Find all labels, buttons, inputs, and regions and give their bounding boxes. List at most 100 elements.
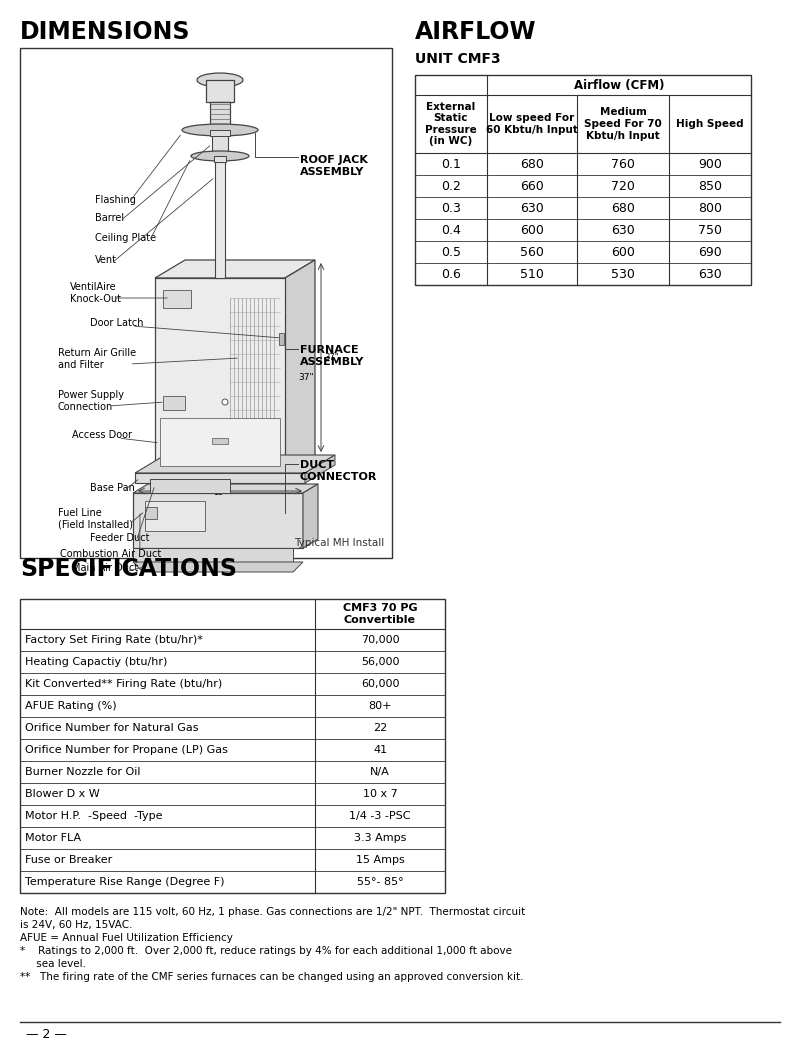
Text: **   The firing rate of the CMF series furnaces can be changed using an approved: ** The firing rate of the CMF series fur… xyxy=(20,972,523,982)
Text: 680: 680 xyxy=(611,201,635,215)
Text: Fuel Line
(Field Installed): Fuel Line (Field Installed) xyxy=(58,508,133,529)
Text: Medium
Speed For 70
Kbtu/h Input: Medium Speed For 70 Kbtu/h Input xyxy=(584,107,662,141)
Text: 22: 22 xyxy=(373,723,387,733)
Text: 630: 630 xyxy=(611,223,635,237)
Bar xyxy=(155,278,285,473)
Text: DUCT
CONNECTOR: DUCT CONNECTOR xyxy=(300,460,378,481)
Text: 850: 850 xyxy=(698,179,722,193)
Text: 37": 37" xyxy=(298,373,314,382)
Text: AFUE = Annual Fuel Utilization Efficiency: AFUE = Annual Fuel Utilization Efficienc… xyxy=(20,933,233,943)
Polygon shape xyxy=(133,562,303,572)
Bar xyxy=(160,418,280,466)
Polygon shape xyxy=(155,260,315,278)
Text: CMF3 70 PG
Convertible: CMF3 70 PG Convertible xyxy=(342,603,418,625)
Text: Main Air Duct: Main Air Duct xyxy=(72,563,138,573)
Text: Note:  All models are 115 volt, 60 Hz, 1 phase. Gas connections are 1/2" NPT.  T: Note: All models are 115 volt, 60 Hz, 1 … xyxy=(20,907,526,917)
Text: 3.3 Amps: 3.3 Amps xyxy=(354,833,406,843)
Bar xyxy=(212,438,228,444)
Text: *    Ratings to 2,000 ft.  Over 2,000 ft, reduce ratings by 4% for each addition: * Ratings to 2,000 ft. Over 2,000 ft, re… xyxy=(20,946,512,956)
Bar xyxy=(135,473,305,483)
Text: 600: 600 xyxy=(611,246,635,258)
Text: Vent: Vent xyxy=(95,255,117,265)
Text: 0.6: 0.6 xyxy=(441,268,461,280)
Text: 660: 660 xyxy=(520,179,544,193)
Text: ROOF JACK
ASSEMBLY: ROOF JACK ASSEMBLY xyxy=(300,155,368,176)
Text: Feeder Duct: Feeder Duct xyxy=(90,534,150,543)
Bar xyxy=(212,135,228,153)
Text: 37": 37" xyxy=(324,352,338,362)
Text: 630: 630 xyxy=(698,268,722,280)
Ellipse shape xyxy=(222,399,228,405)
Text: N/A: N/A xyxy=(370,767,390,777)
Text: Combustion Air Duct: Combustion Air Duct xyxy=(60,549,162,559)
Text: Typical MH Install: Typical MH Install xyxy=(294,538,384,548)
Bar xyxy=(214,156,226,162)
Text: Fuse or Breaker: Fuse or Breaker xyxy=(25,855,112,865)
Bar xyxy=(210,102,230,130)
Text: 19": 19" xyxy=(213,488,227,497)
Text: 41: 41 xyxy=(373,745,387,755)
Text: UNIT CMF3: UNIT CMF3 xyxy=(415,52,501,66)
Text: 0.4: 0.4 xyxy=(441,223,461,237)
Polygon shape xyxy=(303,483,318,548)
Text: 630: 630 xyxy=(520,201,544,215)
Bar xyxy=(206,80,234,102)
Text: Low speed For
60 Kbtu/h Input: Low speed For 60 Kbtu/h Input xyxy=(486,114,578,134)
Text: 750: 750 xyxy=(698,223,722,237)
Ellipse shape xyxy=(182,124,258,137)
Text: 560: 560 xyxy=(520,246,544,258)
Bar xyxy=(215,162,225,278)
Text: 80+: 80+ xyxy=(368,701,392,711)
Text: SPECIFICATIONS: SPECIFICATIONS xyxy=(20,557,237,581)
Text: Motor FLA: Motor FLA xyxy=(25,833,81,843)
Bar xyxy=(210,130,230,137)
Text: Flashing: Flashing xyxy=(95,195,136,205)
Bar xyxy=(415,75,751,286)
Polygon shape xyxy=(135,455,335,473)
Text: FURNACE
ASSEMBLY: FURNACE ASSEMBLY xyxy=(300,345,364,367)
Text: Access Door: Access Door xyxy=(72,430,132,440)
Text: 0.2: 0.2 xyxy=(441,179,461,193)
Text: 0.5: 0.5 xyxy=(441,246,461,258)
Text: Airflow (CFM): Airflow (CFM) xyxy=(574,78,664,92)
Text: 1/4 -3 -PSC: 1/4 -3 -PSC xyxy=(350,811,410,821)
Text: Base Pan: Base Pan xyxy=(90,483,135,493)
Text: 800: 800 xyxy=(698,201,722,215)
Text: — 2 —: — 2 — xyxy=(26,1028,67,1041)
Text: 720: 720 xyxy=(611,179,635,193)
Bar xyxy=(163,396,185,410)
Text: 680: 680 xyxy=(520,157,544,171)
Text: sea level.: sea level. xyxy=(20,959,86,969)
Text: 70,000: 70,000 xyxy=(361,635,399,645)
Polygon shape xyxy=(285,260,315,473)
Text: Heating Capactiy (btu/hr): Heating Capactiy (btu/hr) xyxy=(25,658,167,667)
Text: Orifice Number for Propane (LP) Gas: Orifice Number for Propane (LP) Gas xyxy=(25,745,228,755)
Bar xyxy=(150,479,230,493)
Text: Barrel: Barrel xyxy=(95,213,124,223)
Bar xyxy=(133,548,293,562)
Text: 690: 690 xyxy=(698,246,722,258)
Text: 15 Amps: 15 Amps xyxy=(356,855,404,865)
Polygon shape xyxy=(305,455,335,483)
Bar xyxy=(20,599,445,893)
Bar xyxy=(145,507,157,519)
Text: 600: 600 xyxy=(520,223,544,237)
Text: Blower D x W: Blower D x W xyxy=(25,789,100,799)
Bar xyxy=(279,333,284,345)
Text: Burner Nozzle for Oil: Burner Nozzle for Oil xyxy=(25,767,141,777)
Text: DIMENSIONS: DIMENSIONS xyxy=(20,20,190,44)
Ellipse shape xyxy=(197,73,243,86)
Text: VentilAire
Knock-Out: VentilAire Knock-Out xyxy=(70,282,121,303)
Bar xyxy=(20,48,392,559)
Bar xyxy=(145,501,205,531)
Text: 510: 510 xyxy=(520,268,544,280)
Text: Door Latch: Door Latch xyxy=(90,318,143,328)
Bar xyxy=(133,493,303,548)
Text: High Speed: High Speed xyxy=(676,119,744,129)
Text: 0.1: 0.1 xyxy=(441,157,461,171)
Text: 0.3: 0.3 xyxy=(441,201,461,215)
Bar xyxy=(163,290,191,308)
Text: 900: 900 xyxy=(698,157,722,171)
Text: Power Supply
Connection: Power Supply Connection xyxy=(58,390,124,412)
Text: 530: 530 xyxy=(611,268,635,280)
